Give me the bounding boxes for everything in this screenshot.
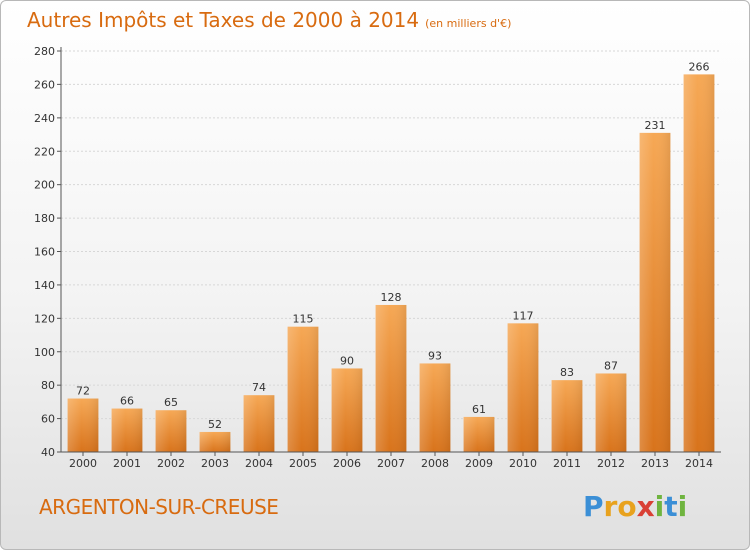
y-tick-label: 40 xyxy=(41,446,55,459)
chart-subtitle: (en milliers d'€) xyxy=(425,17,512,30)
x-tick-label: 2001 xyxy=(113,457,141,470)
y-tick-label: 260 xyxy=(34,78,55,91)
bar-shine xyxy=(639,132,671,452)
bar-shine xyxy=(375,304,407,452)
bar-shine xyxy=(419,363,451,452)
bar-shine xyxy=(595,373,627,452)
bar-shine xyxy=(67,398,99,452)
logo-letter: i xyxy=(654,490,665,523)
bar-shine xyxy=(551,380,583,452)
x-tick-label: 2003 xyxy=(201,457,229,470)
y-tick-label: 60 xyxy=(41,413,55,426)
data-label: 72 xyxy=(76,385,90,398)
chart-title: Autres Impôts et Taxes de 2000 à 2014 xyxy=(27,8,420,32)
data-label: 115 xyxy=(293,313,314,326)
logo-letter: x xyxy=(636,490,655,523)
logo-letter: o xyxy=(617,490,637,523)
data-label: 128 xyxy=(381,291,402,304)
x-tick-label: 2012 xyxy=(597,457,625,470)
x-tick-label: 2011 xyxy=(553,457,581,470)
bar-shine xyxy=(287,326,319,452)
data-label: 90 xyxy=(340,354,354,367)
data-label: 83 xyxy=(560,366,574,379)
logo-letter: i xyxy=(677,490,688,523)
axes: 40 60 80 100 120 140 160 180 200 220 240 260 280 2000… xyxy=(34,45,721,470)
chart-title-block: Autres Impôts et Taxes de 2000 à 2014 (en… xyxy=(27,8,511,32)
bars xyxy=(67,74,715,453)
y-tick-label: 120 xyxy=(34,312,55,325)
y-tick-label: 100 xyxy=(34,346,55,359)
logo-letter: r xyxy=(603,490,618,523)
data-label: 66 xyxy=(120,395,134,408)
data-label: 266 xyxy=(689,60,710,73)
data-label: 52 xyxy=(208,418,222,431)
data-label: 65 xyxy=(164,396,178,409)
data-label: 74 xyxy=(252,381,266,394)
bar-shine xyxy=(463,416,495,452)
bar-shine xyxy=(331,368,363,452)
bar-shine xyxy=(243,395,275,452)
data-label: 61 xyxy=(472,403,486,416)
y-tick-label: 200 xyxy=(34,179,55,192)
logo-letter: t xyxy=(664,490,678,523)
y-tick-label: 180 xyxy=(34,212,55,225)
x-tick-label: 2009 xyxy=(465,457,493,470)
y-tick-label: 280 xyxy=(34,45,55,58)
bar-shine xyxy=(155,410,187,452)
bar-shine xyxy=(507,323,539,452)
data-label: 87 xyxy=(604,359,618,372)
proxiti-logo: Proxiti xyxy=(583,490,687,523)
x-tick-label: 2006 xyxy=(333,457,361,470)
bar-shine xyxy=(199,431,231,452)
bar-shine xyxy=(111,408,143,452)
data-label: 231 xyxy=(645,119,666,132)
bar-shine xyxy=(683,74,715,453)
x-tick-label: 2004 xyxy=(245,457,273,470)
data-label: 117 xyxy=(513,309,534,322)
y-tick-label: 160 xyxy=(34,246,55,259)
logo-letter: P xyxy=(583,490,604,523)
data-label: 93 xyxy=(428,349,442,362)
x-tick-label: 2007 xyxy=(377,457,405,470)
x-tick-label: 2013 xyxy=(641,457,669,470)
x-tick-label: 2014 xyxy=(685,457,713,470)
x-tick-label: 2000 xyxy=(69,457,97,470)
y-tick-label: 240 xyxy=(34,112,55,125)
city-name: ARGENTON-SUR-CREUSE xyxy=(39,495,279,519)
data-labels: 72 66 65 52 74 115 90 128 93 61 117 83 87 231 266 xyxy=(76,60,710,431)
x-tick-label: 2005 xyxy=(289,457,317,470)
y-tick-label: 140 xyxy=(34,279,55,292)
x-tick-label: 2008 xyxy=(421,457,449,470)
y-tick-label: 220 xyxy=(34,145,55,158)
y-tick-label: 80 xyxy=(41,379,55,392)
x-tick-label: 2010 xyxy=(509,457,537,470)
x-tick-label: 2002 xyxy=(157,457,185,470)
